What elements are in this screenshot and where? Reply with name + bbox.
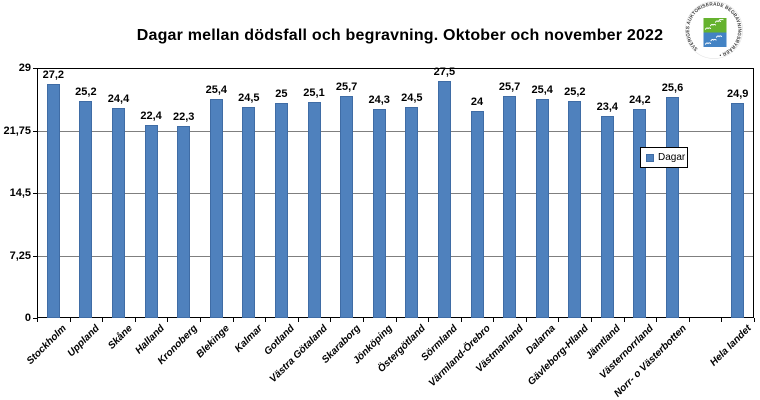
bar [666, 97, 679, 318]
bar [633, 109, 647, 318]
bar [144, 124, 158, 318]
bar [600, 116, 614, 318]
x-axis-tick [70, 318, 71, 322]
y-axis-tick [33, 193, 37, 194]
legend-box: Dagar [640, 147, 688, 168]
organization-logo: SVERIGES AUKTORISERADE BEGRAVNINGSBYRÅER… [685, 1, 743, 59]
bar-value-label: 24,5 [238, 91, 260, 104]
bar-value-label: 22,4 [140, 109, 162, 122]
x-axis-tick [298, 318, 299, 322]
bar-value-label: 25 [275, 87, 288, 100]
x-axis-tick [330, 318, 331, 322]
y-axis-label: 0 [24, 312, 31, 324]
y-axis-label: 21,75 [3, 125, 31, 137]
y-axis-tick [33, 131, 37, 132]
gridline [38, 256, 753, 257]
legend-label: Dagar [658, 151, 686, 163]
x-axis-tick [167, 318, 168, 322]
bar [274, 102, 288, 318]
x-axis-tick [461, 318, 462, 322]
legend-swatch-icon [646, 153, 654, 162]
x-axis-tick [102, 318, 103, 322]
bar-value-label: 24,4 [107, 92, 130, 105]
x-axis-tick [363, 318, 364, 322]
y-axis-tick [33, 256, 37, 257]
bar-value-label: 27,5 [433, 65, 456, 78]
bar [731, 103, 745, 318]
y-axis-label: 7,25 [9, 250, 31, 262]
bar-value-label: 24,3 [368, 93, 390, 106]
x-axis-tick [591, 318, 592, 322]
bar [307, 101, 321, 318]
x-axis-tick [265, 318, 266, 322]
bar-value-label: 25,7 [335, 81, 358, 94]
bar [209, 99, 223, 318]
bar-value-label: 25,7 [498, 81, 521, 94]
bar-value-label: 25,1 [303, 86, 325, 99]
x-axis-tick [624, 318, 625, 322]
x-axis-tick [233, 318, 234, 322]
bar [535, 99, 549, 318]
bar [242, 106, 256, 318]
bar [405, 106, 419, 318]
bar-value-label: 25,4 [205, 84, 227, 96]
bar-value-label: 25,6 [661, 82, 684, 95]
bar-value-label: 24,9 [726, 88, 749, 101]
x-axis-tick [721, 318, 722, 322]
x-axis-tick [558, 318, 559, 322]
bar-value-label: 25,2 [75, 85, 97, 98]
bar-value-label: 25,2 [564, 85, 586, 98]
bar [437, 80, 451, 318]
bar [340, 96, 354, 318]
gridline [38, 193, 753, 194]
x-axis-tick [396, 318, 397, 322]
gridline [38, 131, 753, 132]
bar [46, 83, 60, 318]
y-axis-label: 29 [18, 62, 31, 74]
bar [372, 108, 386, 318]
bar-value-label: 22,3 [172, 110, 195, 123]
bar-value-label: 24,2 [629, 94, 651, 107]
chart-title: Dagar mellan dödsfall och begravning. Ok… [136, 27, 664, 44]
bar-value-label: 27,2 [42, 68, 64, 81]
bar [568, 100, 582, 318]
bar-value-label: 25,4 [531, 84, 553, 96]
bar-value-label: 24,5 [401, 91, 423, 104]
x-axis-tick [754, 318, 755, 322]
x-axis-tick [526, 318, 527, 322]
bar [112, 107, 125, 318]
x-axis-tick [689, 318, 690, 322]
x-axis-tick [37, 318, 38, 322]
bar [79, 100, 93, 318]
x-axis-tick [200, 318, 201, 322]
x-axis-tick [493, 318, 494, 322]
bar-value-label: 23,4 [596, 101, 618, 114]
x-axis-tick [135, 318, 136, 322]
y-axis-label: 14,5 [9, 187, 31, 199]
bar [470, 111, 484, 318]
bar [177, 125, 191, 318]
y-axis-tick [33, 318, 37, 319]
x-axis-tick [656, 318, 657, 322]
bar-value-label: 24 [470, 96, 484, 109]
x-axis-tick [428, 318, 429, 322]
y-axis-tick [33, 68, 37, 69]
bar [503, 96, 517, 318]
